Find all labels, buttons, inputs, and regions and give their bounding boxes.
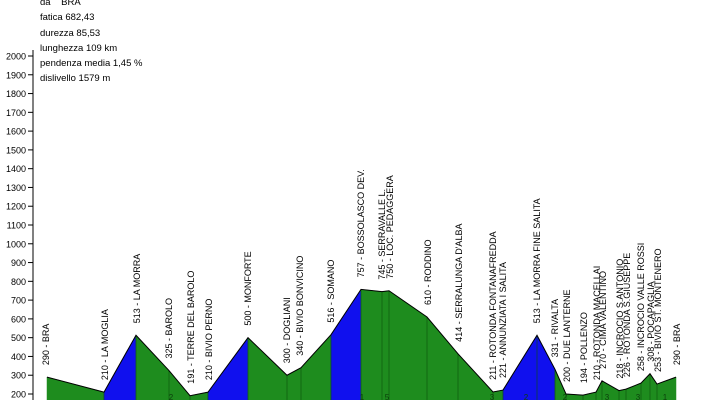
- point-label: 210 - ROTONDA MACELLAI: [592, 266, 602, 380]
- elevation-gain-value: dislivello 1579 m: [40, 73, 111, 84]
- profile-segment: [649, 372, 658, 400]
- km-markers: 2 1 5 3 2 2 3 3 1: [169, 393, 668, 400]
- y-tick-label: 1100: [7, 221, 26, 231]
- point-label: 290 - BRA: [672, 324, 682, 366]
- profile-segment: [388, 290, 428, 400]
- y-tick-label: 200: [11, 390, 26, 400]
- km-marker: 3: [490, 393, 495, 400]
- fatigue-value: fatica 682,43: [40, 12, 95, 23]
- point-label: 226 - ROTONDA S.GIUSEPPE: [622, 253, 632, 377]
- point-label: 300 - DOGLIANI: [282, 297, 292, 363]
- point-labels: 290 - BRA 210 - LA MOGLIA 513 - LA MORRA 32…: [41, 169, 682, 384]
- point-label: 331 - RIVALTA: [550, 299, 560, 358]
- profile-segment: [286, 367, 302, 400]
- profile-line: [46, 288, 677, 397]
- y-tick-label: 1400: [6, 164, 26, 174]
- point-label: 340 - BIVIO BONVICINO: [295, 256, 305, 356]
- km-marker: 5: [385, 393, 390, 400]
- avg-gradient-value: pendenza media 1,45 %: [40, 58, 143, 69]
- km-marker: 3: [605, 393, 610, 400]
- point-label: 610 - RODDINO: [423, 239, 433, 305]
- point-label: 211 - ROTONDA FONTANAFREDDA: [488, 231, 498, 380]
- y-tick-label: 800: [11, 277, 26, 287]
- point-label: 258 - INCROCIO VALLE ROSSI: [636, 243, 646, 371]
- y-tick-label: 1700: [6, 108, 26, 118]
- km-marker: 2: [524, 393, 529, 400]
- point-label: 210 - BIVIO PERNO: [204, 299, 214, 381]
- y-tick-label: 1300: [6, 183, 26, 193]
- y-tick-label: 300: [11, 371, 26, 381]
- y-axis: 2000 1900 1800 1700 1600 1500 1400 1300 1200 1100…: [6, 50, 34, 400]
- profile-segment: [360, 289, 383, 400]
- profile-areas: [46, 288, 677, 400]
- point-label: 414 - SERRALUNGA D'ALBA: [454, 224, 464, 342]
- point-label: 191 - TERRE DEL BAROLO: [186, 271, 196, 384]
- y-tick-label: 2000: [6, 52, 26, 62]
- y-tick-label: 700: [11, 296, 26, 306]
- point-label: 221 - ANNUNZIATA I SALITA: [498, 262, 508, 378]
- point-label: 745 - SERRAVALLE L.: [377, 189, 387, 280]
- profile-outline: [46, 288, 677, 397]
- y-tick-label: 400: [11, 352, 26, 362]
- profile-segment: [640, 373, 651, 400]
- km-marker: 2: [169, 393, 174, 400]
- point-label: 750 - LOC. PEDAGGERA: [385, 175, 395, 279]
- point-label: 500 - MONFORTE: [243, 251, 253, 325]
- y-tick-label: 1900: [6, 70, 26, 80]
- point-label: 253 - BIVIO ST. MONTENERO: [653, 249, 663, 373]
- point-label: 513 - LA MORRA FINE SALITA: [532, 198, 542, 323]
- point-label: 516 - SOMANO: [326, 260, 336, 323]
- point-label: 200 - DUE LANTERNE: [562, 289, 572, 382]
- profile-segment: [46, 376, 105, 400]
- point-label: 757 - BOSSOLASCO DEV.: [356, 169, 366, 277]
- km-marker: 1: [663, 393, 668, 400]
- y-tick-label: 500: [11, 333, 26, 343]
- profile-segment: [381, 290, 390, 400]
- point-label: 194 - POLLENZO: [579, 312, 589, 383]
- point-label: 325 - BAROLO: [164, 298, 174, 359]
- y-tick-label: 1500: [6, 145, 26, 155]
- point-label: 270 - CIMA VALENTINO: [598, 271, 608, 369]
- profile-segment: [189, 391, 209, 400]
- y-tick-label: 1000: [6, 239, 26, 249]
- hardness-value: durezza 85,53: [40, 28, 101, 39]
- climb-segment: [207, 336, 249, 400]
- km-marker: 1: [360, 393, 365, 400]
- y-tick-label: 1800: [6, 89, 26, 99]
- km-marker: 2: [563, 393, 568, 400]
- y-tick-label: 600: [11, 314, 26, 324]
- point-label: 308 - POCAPAGLIA: [646, 281, 656, 361]
- y-tick-label: 1600: [6, 127, 26, 137]
- route-start: da BRA: [40, 0, 81, 8]
- y-tick-label: 1200: [6, 202, 26, 212]
- km-marker: 3: [636, 393, 641, 400]
- point-label: 290 - BRA: [41, 324, 51, 366]
- y-tick-label: 900: [11, 258, 26, 268]
- length-value: lunghezza 109 km: [40, 43, 118, 54]
- point-label: 210 - LA MOGLIA: [100, 309, 110, 380]
- climb-segment: [502, 334, 538, 400]
- profile-segment: [300, 334, 332, 400]
- point-label: 513 - LA MORRA: [132, 254, 142, 324]
- point-label: 218 - INCROCIO S.ANTONIO: [615, 259, 625, 379]
